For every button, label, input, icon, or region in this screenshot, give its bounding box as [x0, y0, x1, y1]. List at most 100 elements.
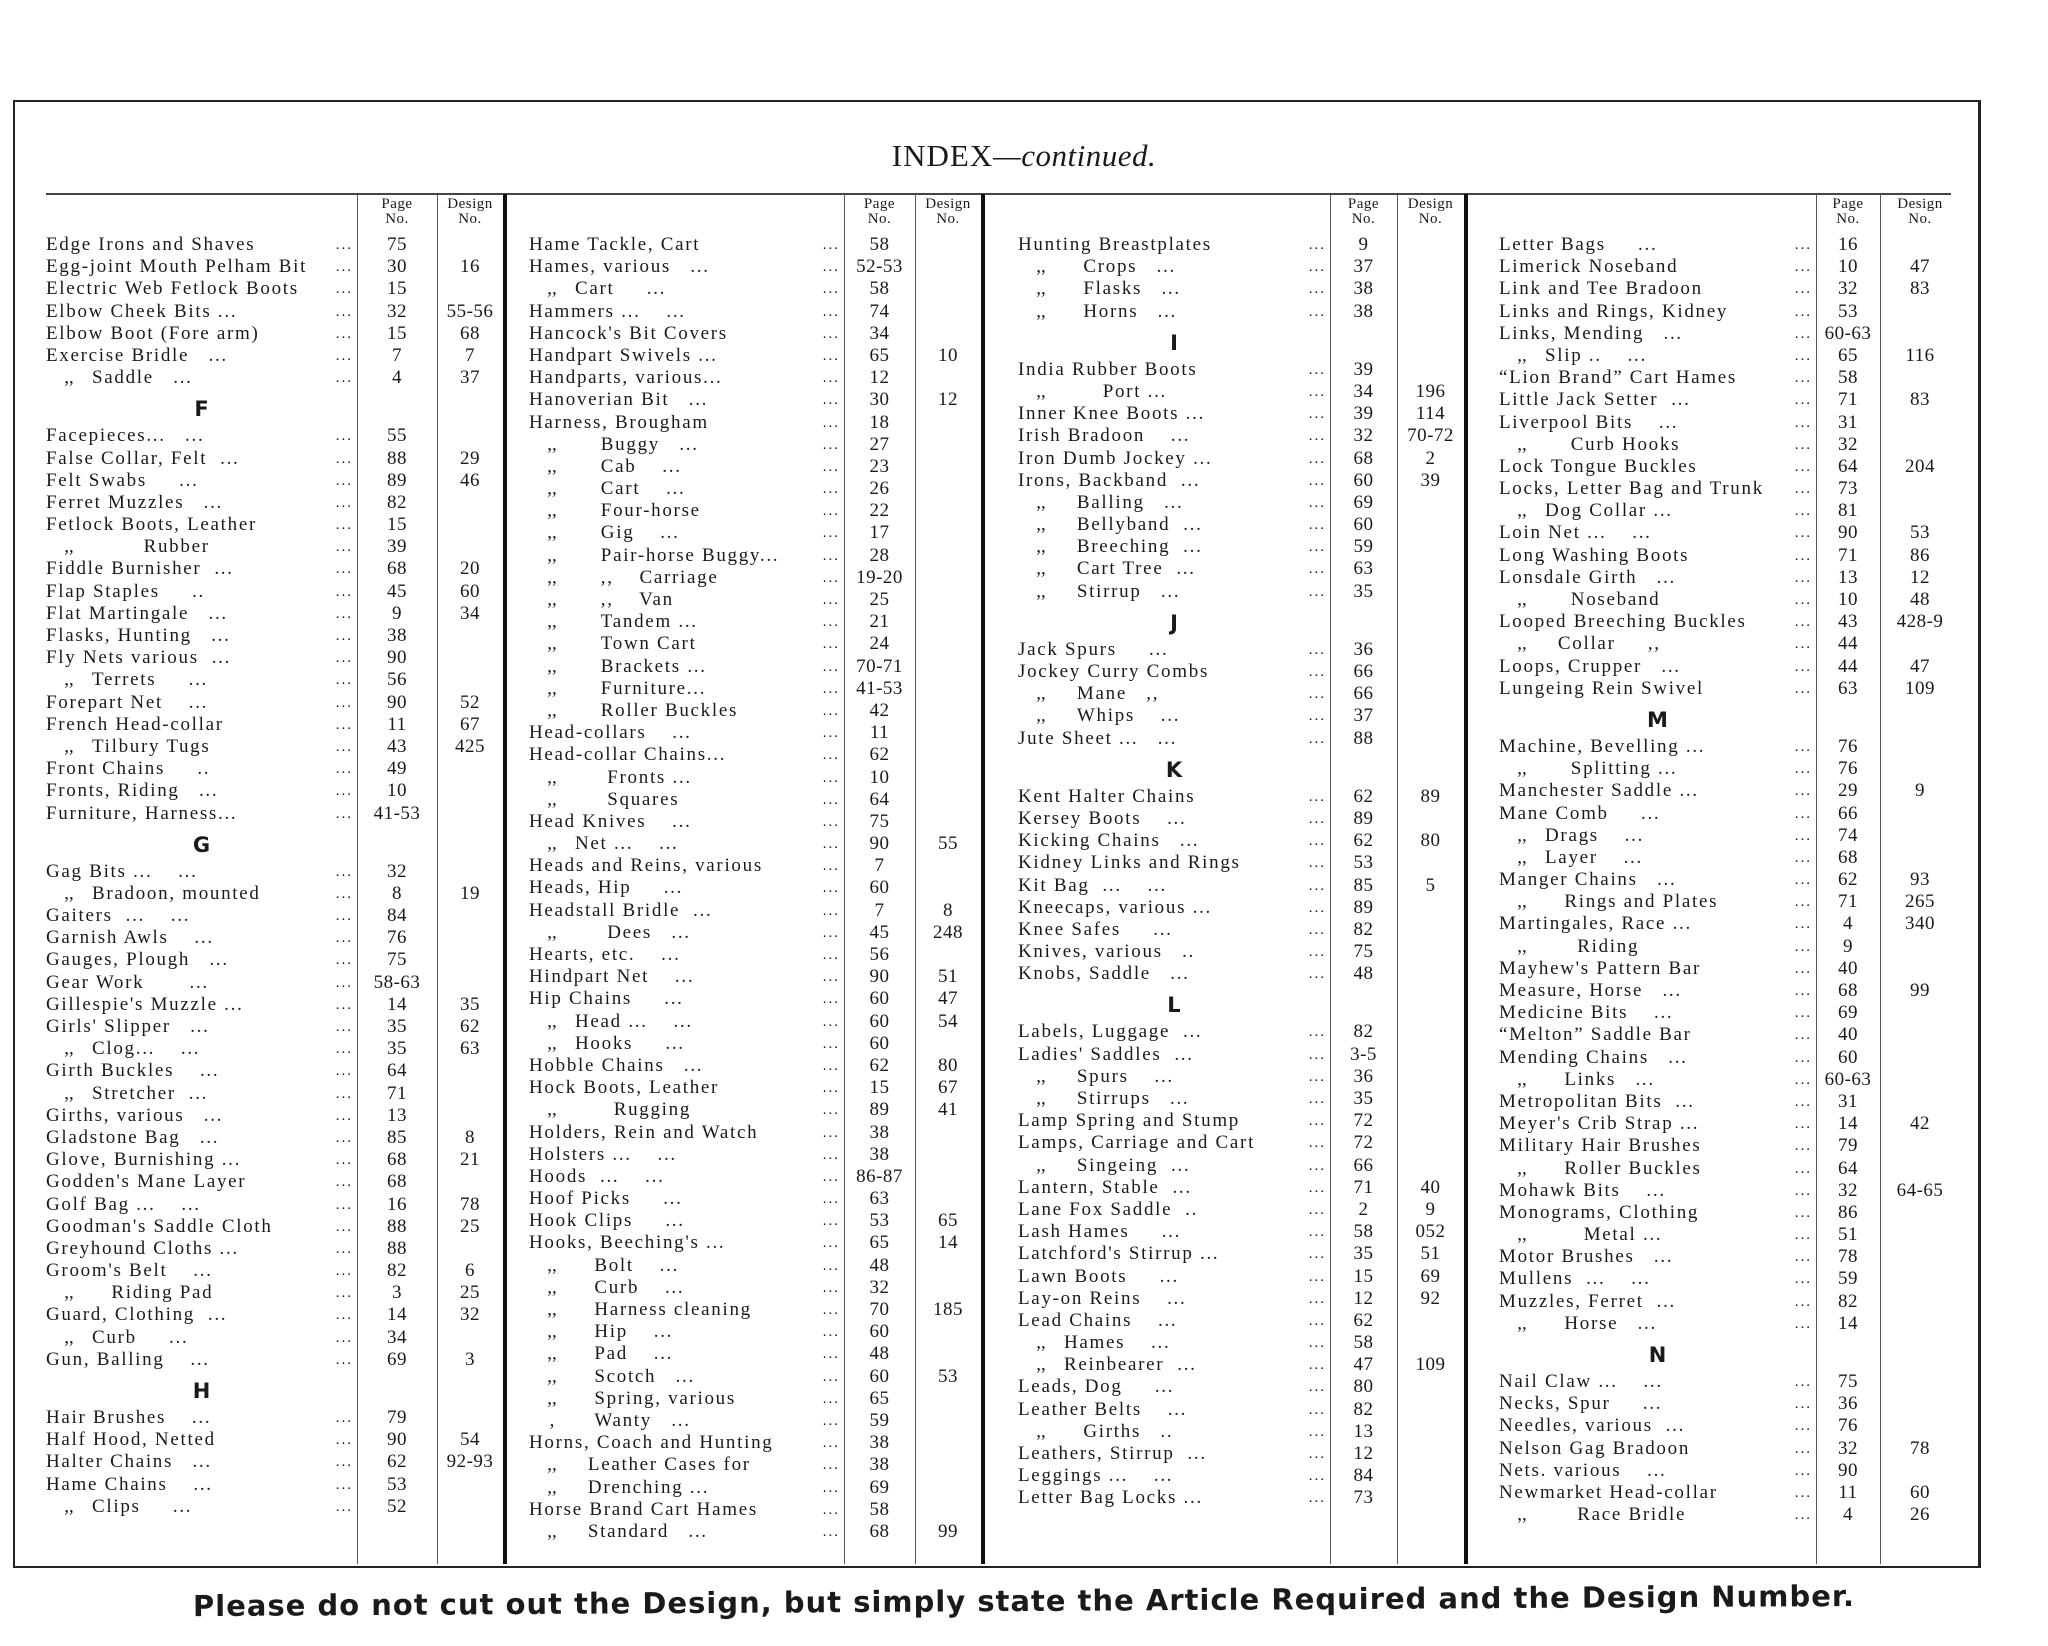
entry-text: Metal ...	[1545, 1224, 1663, 1246]
dot-leader: ...	[818, 744, 840, 767]
entry-text: Handpart Swivels ...	[529, 344, 718, 366]
ditto-mark: ,,	[64, 1495, 74, 1517]
ditto-mark: ,,	[1517, 891, 1527, 913]
entry-text: Groom's Belt ...	[46, 1260, 213, 1282]
entry-name: Kneecaps, various ......	[1018, 896, 1330, 919]
index-entry: Godden's Mane Layer... 68	[46, 1171, 503, 1194]
design-number	[915, 456, 981, 478]
page-no-header: Page No.	[1832, 196, 1864, 227]
page-number: 63	[1838, 677, 1858, 699]
page-number: 15	[387, 514, 407, 536]
page-number: 68	[387, 1149, 407, 1171]
entry-text: Head Knives ...	[529, 810, 692, 832]
dot-leader: ...	[1304, 785, 1326, 808]
index-entry: Leather Belts ...... 82	[1018, 1398, 1464, 1421]
dot-leader: ...	[331, 1215, 353, 1238]
design-number	[1397, 1066, 1464, 1088]
design-number	[437, 492, 503, 514]
entry-text: Kit Bag ... ...	[1018, 874, 1167, 896]
entry-name: ,, Spurs ......	[1018, 1065, 1330, 1088]
entry-name: ,, Harness cleaning...	[529, 1299, 844, 1322]
design-number: 14	[938, 1232, 958, 1254]
ditto-mark: ,,	[547, 1276, 557, 1298]
page-number: 23	[869, 455, 890, 477]
design-number: 25	[460, 1215, 480, 1237]
entry-text: Kidney Links and Rings	[1018, 852, 1241, 874]
index-entry: Hock Boots, Leather... 15 67	[529, 1077, 981, 1100]
design-number: 55-56	[446, 300, 494, 322]
page-number: 89	[869, 1099, 890, 1121]
entry-text: Hanoverian Bit ...	[529, 389, 709, 411]
ditto-mark: ,,	[547, 921, 557, 943]
entry-text: Iron Dumb Jockey ...	[1018, 447, 1213, 469]
entry-text: Town Cart	[575, 633, 697, 655]
entry-name: ,, Cart ......	[529, 478, 844, 501]
index-entry: Heads and Reins, various... 7	[529, 855, 981, 878]
dot-leader: ...	[1304, 300, 1326, 323]
dot-leader: ...	[331, 1038, 353, 1061]
dot-leader: ...	[1304, 278, 1326, 301]
dot-leader: ...	[818, 344, 840, 368]
index-entry: ,, Slip .. ...... 65 116	[1499, 344, 1960, 368]
index-entry: Labels, Luggage ...... 82	[1018, 1021, 1464, 1044]
entry-name: Gun, Balling ......	[46, 1348, 357, 1371]
dot-leader: ...	[1790, 1068, 1812, 1091]
index-entry: ,, Horns ...... 38	[1018, 300, 1464, 323]
section-letter: I	[1170, 330, 1178, 355]
dot-leader: ...	[1790, 544, 1812, 567]
index-entry: Goodman's Saddle Cloth... 88 25	[46, 1215, 503, 1238]
dot-leader: ...	[818, 455, 840, 479]
entry-name: ,, Roller Buckles...	[529, 699, 844, 723]
entry-text: Kicking Chains ...	[1018, 830, 1200, 852]
section-letter: J	[1170, 610, 1178, 635]
ditto-mark: ,,	[1036, 536, 1046, 558]
entry-text: Cart ...	[575, 278, 667, 300]
design-number: 60	[1910, 1481, 1930, 1503]
dot-leader: ...	[331, 278, 353, 301]
entry-name: ,, Curb ......	[529, 1276, 844, 1299]
design-number	[1880, 736, 1960, 758]
entry-text: Drenching ...	[575, 1476, 710, 1498]
entry-text: Motor Brushes ...	[1499, 1246, 1674, 1268]
index-entry: Edge Irons and Shaves... 75	[46, 234, 503, 257]
dot-leader: ...	[1304, 1088, 1326, 1111]
entry-text: Leather Belts ...	[1018, 1398, 1188, 1420]
entry-text: Reinbearer ...	[1064, 1354, 1197, 1376]
design-number: 10	[938, 344, 958, 366]
index-entry: Hair Brushes ...... 79	[46, 1407, 503, 1430]
ditto-mark: ,,	[547, 478, 557, 500]
entry-text: Manchester Saddle ...	[1499, 780, 1699, 802]
entry-name: ,, Riding...	[1499, 935, 1816, 958]
entry-name: ,, Horns ......	[1018, 300, 1330, 323]
index-entry: Metropolitan Bits ...... 31	[1499, 1090, 1960, 1114]
dot-leader: ...	[331, 860, 353, 883]
index-entry: Letter Bag Locks ...... 73	[1018, 1487, 1464, 1510]
entry-text: Headstall Bridle ...	[529, 899, 713, 921]
page-number: 58	[1838, 367, 1858, 389]
design-number	[1397, 1088, 1464, 1110]
dot-leader: ...	[1790, 566, 1812, 589]
design-number	[915, 589, 981, 611]
design-number	[915, 1033, 981, 1055]
index-entry: Hancock's Bit Covers... 34	[529, 322, 981, 345]
entry-text: Pair-horse Buggy...	[575, 544, 780, 566]
page-number: 9	[1843, 935, 1853, 957]
index-entry: Irish Bradoon ...... 32 70-72	[1018, 425, 1464, 448]
ditto-mark: ,,	[1036, 278, 1046, 300]
design-number	[1397, 963, 1464, 985]
page-number: 66	[1353, 1154, 1374, 1176]
entry-name: ,, Buggy ......	[529, 433, 844, 456]
page-number: 62	[387, 1451, 407, 1473]
page-number: 11	[387, 713, 407, 735]
ditto-mark: ,,	[1036, 380, 1046, 402]
page-number: 10	[1838, 256, 1858, 278]
entry-text: Nets. various ...	[1499, 1459, 1667, 1481]
design-number	[1397, 301, 1464, 323]
entry-name: Hancock's Bit Covers...	[529, 322, 844, 345]
entry-name: ,, Stirrups ......	[1018, 1088, 1330, 1111]
page-number: 11	[869, 722, 890, 744]
page-number: 85	[387, 1126, 407, 1148]
entry-name: Hunting Breastplates...	[1018, 234, 1330, 257]
page-number: 60	[1353, 514, 1374, 536]
index-entry: Locks, Letter Bag and Trunk... 73	[1499, 478, 1960, 501]
